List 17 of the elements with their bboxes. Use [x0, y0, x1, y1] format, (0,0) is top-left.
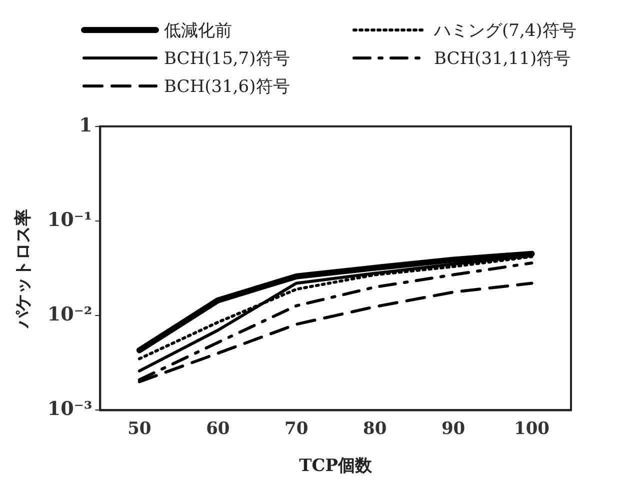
y-tick-label: 10⁻³ [47, 398, 92, 420]
legend-label: ハミング(7,4)符号 [434, 20, 576, 42]
y-axis-title: パケットロス率 [14, 208, 34, 329]
x-axis-title: TCP個数 [299, 456, 374, 476]
y-tick-label: 10⁻² [47, 304, 92, 326]
legend-label: BCH(15,7)符号 [164, 48, 290, 70]
legend-label: BCH(31,11)符号 [434, 48, 571, 70]
legend-label: 低減化前 [164, 20, 232, 42]
x-tick-label: 100 [514, 418, 550, 439]
y-tick-label: 10⁻¹ [47, 208, 92, 231]
legend-label: BCH(31,6)符号 [164, 76, 290, 98]
x-tick-label: 80 [362, 418, 387, 439]
x-tick-label: 50 [128, 418, 152, 439]
x-tick-label: 70 [284, 418, 308, 439]
x-tick-label: 90 [441, 418, 466, 439]
x-tick-label: 60 [206, 418, 230, 439]
y-tick-label: 1 [78, 114, 92, 136]
